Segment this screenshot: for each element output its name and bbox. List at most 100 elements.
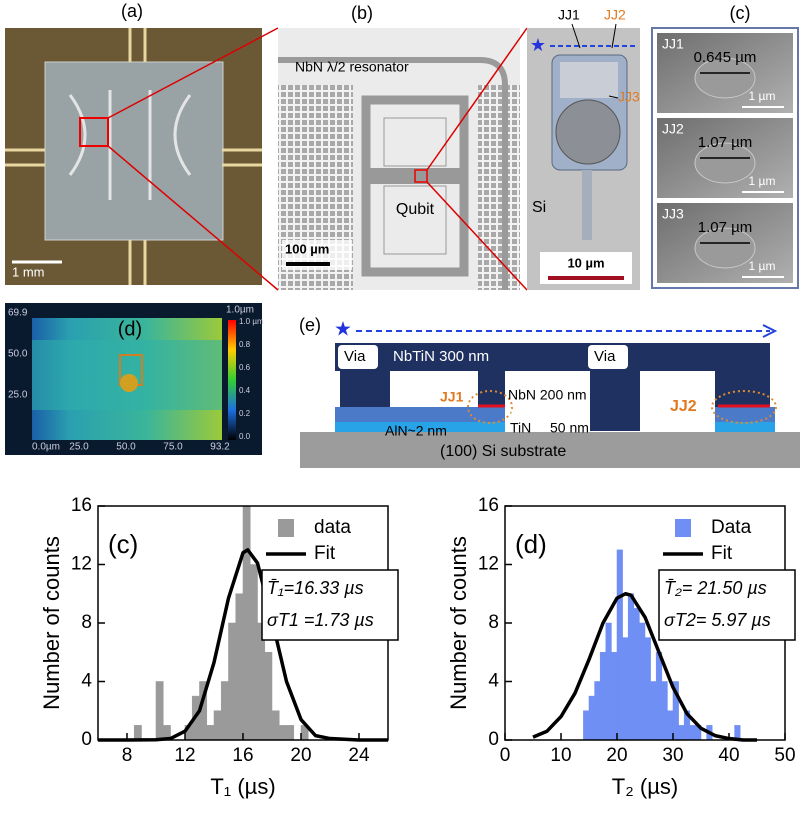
qubit-label: Qubit — [396, 201, 435, 218]
bar — [605, 622, 612, 741]
panel-label: (b) — [351, 3, 373, 23]
substrate — [300, 432, 800, 468]
panel-label: (e) — [299, 315, 321, 335]
device — [560, 62, 618, 98]
bar — [133, 725, 142, 741]
layer-label: NbN 150 nm — [508, 405, 587, 421]
bar — [228, 622, 237, 741]
nbn-top — [715, 371, 770, 407]
bar — [242, 505, 251, 741]
jj1-label: JJ1 — [440, 389, 464, 405]
bar — [235, 593, 244, 741]
bar — [650, 681, 657, 741]
y-axis-label: Number of counts — [446, 536, 471, 710]
x-tick-label: 50 — [774, 745, 795, 766]
star: ★ — [530, 35, 546, 55]
jj3-label: JJ3 — [618, 89, 640, 105]
stats-box — [658, 569, 796, 641]
bar — [633, 608, 640, 741]
panel-e: (e) ★ Via Via NbTiN 300 nm JJ1 JJ2 NbN 2… — [299, 315, 800, 468]
bar — [594, 681, 601, 741]
bar — [678, 725, 685, 741]
chip — [44, 61, 224, 241]
panel-label: (a) — [121, 1, 143, 21]
legend-label: Fit — [314, 543, 336, 564]
bar — [689, 725, 696, 741]
width-label: 0.645 µm — [694, 49, 757, 66]
bar — [622, 637, 629, 741]
via-box — [588, 345, 628, 369]
panel-label: (d) — [118, 318, 142, 340]
jj-circle — [711, 390, 777, 424]
substrate-label: Si — [532, 199, 546, 216]
resonator — [278, 57, 508, 290]
scale-label: 1 mm — [12, 264, 45, 279]
legend-label: Fit — [711, 543, 733, 564]
fit-line — [98, 548, 388, 742]
bar — [271, 710, 280, 741]
bar — [264, 651, 273, 741]
scale-label: 1 µm — [749, 259, 776, 273]
x-tick-label: 16 — [232, 745, 253, 766]
y-tick-label: 0 — [81, 729, 92, 750]
panel-c: (c) JJ1 0.645 µm 1 µm JJ2 1.07 µm 1 µm JJ3 1.07… — [651, 3, 799, 289]
y-label: 25.0 — [8, 390, 28, 401]
substrate-label: (100) Si substrate — [440, 443, 566, 460]
junction — [694, 227, 756, 269]
y-tick-label: 0 — [488, 729, 499, 750]
scale-label: 1 µm — [749, 89, 776, 103]
colorbar-top: 1.0µm — [226, 305, 254, 316]
panel-label: (c) — [730, 3, 751, 23]
bar — [639, 622, 646, 741]
x-tick-label: 20 — [606, 745, 627, 766]
panel-label: (c) — [108, 529, 138, 559]
bar — [627, 593, 635, 741]
legend-swatch — [675, 519, 691, 537]
via — [590, 371, 640, 431]
x-label: 0.0µm — [32, 442, 60, 453]
colorbar-label: 0.0 — [239, 432, 251, 441]
bar — [583, 710, 590, 741]
legend-label: data — [314, 517, 351, 538]
y-tick-label: 8 — [488, 612, 499, 633]
bar — [588, 695, 595, 741]
fit-line — [532, 592, 757, 742]
y-tick-label: 16 — [71, 495, 92, 516]
zoom-lines — [426, 27, 528, 291]
scale-label: 10 µm — [567, 255, 604, 270]
resonator-label: NbN λ/2 resonator — [295, 59, 409, 75]
panel-d-map: (d) 69.9 50.0 25.0 0.0µm 25.0 50.0 75.0 93.2 1.0… — [5, 303, 264, 455]
x-tick-label: 20 — [290, 745, 311, 766]
pad — [383, 185, 447, 255]
via-box — [338, 345, 378, 369]
sem-panels: JJ1 0.645 µm 1 µm JJ2 1.07 µm 1 µm JJ3 1.07 µm 1… — [657, 33, 793, 283]
x-tick-label: 8 — [122, 745, 133, 766]
scale-label: 1 µm — [749, 174, 776, 188]
stats-label: T̄₂= 21.50 µs — [664, 578, 767, 598]
colorbar — [228, 320, 236, 440]
x-label: 75.0 — [163, 442, 183, 453]
bond-lines — [5, 28, 262, 285]
bar — [599, 651, 607, 741]
afm-labels: 69.9 50.0 25.0 0.0µm 25.0 50.0 75.0 93.2 1.0µm1.… — [8, 305, 264, 453]
junction — [694, 142, 756, 184]
colorbar-label: 0.4 — [239, 386, 251, 395]
bar — [278, 725, 287, 741]
jj2-label: JJ2 — [604, 7, 626, 23]
histograms: 8 12 16 20 24 0 4 8 12 16 T₁ (µs) Number of counts (… — [39, 495, 796, 799]
device-pad — [555, 99, 621, 165]
layer-label: TiN — [510, 420, 531, 436]
bar — [667, 710, 674, 741]
junction-name: JJ2 — [662, 121, 684, 137]
bar — [616, 549, 623, 741]
x-label: 25.0 — [69, 442, 89, 453]
pad — [383, 117, 447, 167]
width-label: 1.07 µm — [698, 219, 753, 236]
x-tick-label: 30 — [662, 745, 683, 766]
y-tick-label: 4 — [81, 671, 92, 692]
bar — [249, 564, 258, 741]
x-tick-label: 10 — [550, 745, 571, 766]
colorbar-label: 0.2 — [239, 409, 251, 418]
junction-name: JJ3 — [662, 206, 684, 222]
